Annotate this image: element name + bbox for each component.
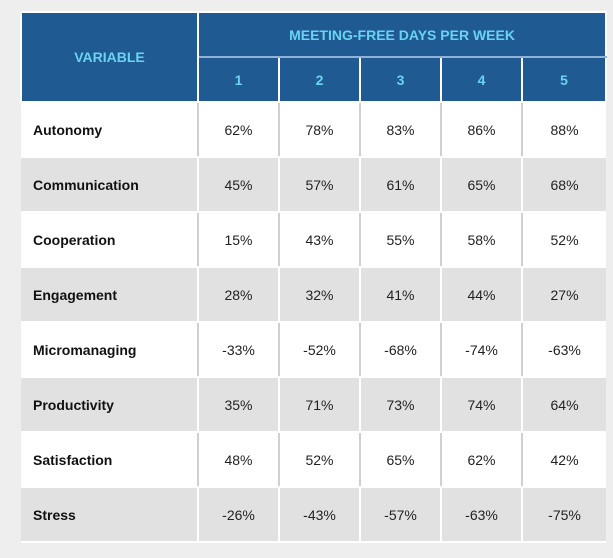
value-cell: 42% bbox=[520, 432, 607, 488]
value-cell: 65% bbox=[440, 157, 522, 213]
value-cell: 88% bbox=[520, 101, 607, 158]
value-cell: -26% bbox=[197, 487, 279, 543]
value-cell: -68% bbox=[359, 322, 441, 378]
value-cell: 35% bbox=[197, 377, 279, 433]
value-cell: -63% bbox=[520, 322, 607, 378]
header-row-days: 1 2 3 4 5 bbox=[21, 56, 608, 103]
value-cell: -52% bbox=[278, 322, 360, 378]
value-cell: 62% bbox=[440, 432, 522, 488]
day-header-1: 1 bbox=[197, 56, 280, 103]
value-cell: 55% bbox=[359, 212, 441, 268]
value-cell: 15% bbox=[197, 212, 279, 268]
row-label: Productivity bbox=[21, 377, 198, 433]
value-cell: 86% bbox=[440, 101, 522, 158]
row-label: Engagement bbox=[21, 267, 198, 323]
value-cell: 41% bbox=[359, 267, 441, 323]
value-cell: 44% bbox=[440, 267, 522, 323]
value-cell: 57% bbox=[278, 157, 360, 213]
table-body: Autonomy 62% 78% 83% 86% 88% Communication 45% 5… bbox=[21, 101, 607, 543]
table-row: Communication 45% 57% 61% 65% 68% bbox=[21, 157, 607, 213]
day-header-5: 5 bbox=[520, 56, 608, 103]
row-label: Cooperation bbox=[21, 212, 198, 268]
value-cell: 73% bbox=[359, 377, 441, 433]
value-cell: 52% bbox=[278, 432, 360, 488]
value-cell: 43% bbox=[278, 212, 360, 268]
value-cell: 32% bbox=[278, 267, 360, 323]
table-row: Autonomy 62% 78% 83% 86% 88% bbox=[21, 101, 607, 158]
value-cell: 61% bbox=[359, 157, 441, 213]
value-cell: 83% bbox=[359, 101, 441, 158]
table-row: Engagement 28% 32% 41% 44% 27% bbox=[21, 267, 607, 323]
day-header-3: 3 bbox=[359, 56, 442, 103]
row-label: Autonomy bbox=[21, 101, 198, 158]
value-cell: -33% bbox=[197, 322, 279, 378]
value-cell: 27% bbox=[520, 267, 607, 323]
value-cell: -75% bbox=[520, 487, 607, 543]
value-cell: 52% bbox=[520, 212, 607, 268]
value-cell: 78% bbox=[278, 101, 360, 158]
value-cell: 45% bbox=[197, 157, 279, 213]
row-label: Stress bbox=[21, 487, 198, 543]
row-label: Satisfaction bbox=[21, 432, 198, 488]
value-cell: 74% bbox=[440, 377, 522, 433]
variable-column-header: VARIABLE bbox=[20, 11, 199, 103]
value-cell: 48% bbox=[197, 432, 279, 488]
value-cell: 68% bbox=[520, 157, 607, 213]
day-header-4: 4 bbox=[440, 56, 523, 103]
table-row: Cooperation 15% 43% 55% 58% 52% bbox=[21, 212, 607, 268]
value-cell: -63% bbox=[440, 487, 522, 543]
meeting-free-days-group-header: MEETING-FREE DAYS PER WEEK bbox=[196, 11, 608, 58]
meeting-free-days-table: VARIABLE MEETING-FREE DAYS PER WEEK 1 2 … bbox=[20, 11, 608, 543]
value-cell: -74% bbox=[440, 322, 522, 378]
value-cell: 28% bbox=[197, 267, 279, 323]
value-cell: 65% bbox=[359, 432, 441, 488]
value-cell: -43% bbox=[278, 487, 360, 543]
table-row: Satisfaction 48% 52% 65% 62% 42% bbox=[21, 432, 607, 488]
value-cell: -57% bbox=[359, 487, 441, 543]
row-label: Micromanaging bbox=[21, 322, 198, 378]
value-cell: 64% bbox=[520, 377, 607, 433]
table-row: Micromanaging -33% -52% -68% -74% -63% bbox=[21, 322, 607, 378]
value-cell: 58% bbox=[440, 212, 522, 268]
table-row: Productivity 35% 71% 73% 74% 64% bbox=[21, 377, 607, 433]
value-cell: 71% bbox=[278, 377, 360, 433]
row-label: Communication bbox=[21, 157, 198, 213]
header-row-top: VARIABLE MEETING-FREE DAYS PER WEEK bbox=[20, 11, 608, 103]
value-cell: 62% bbox=[197, 101, 279, 158]
table-row: Stress -26% -43% -57% -63% -75% bbox=[21, 487, 607, 543]
day-header-2: 2 bbox=[278, 56, 361, 103]
